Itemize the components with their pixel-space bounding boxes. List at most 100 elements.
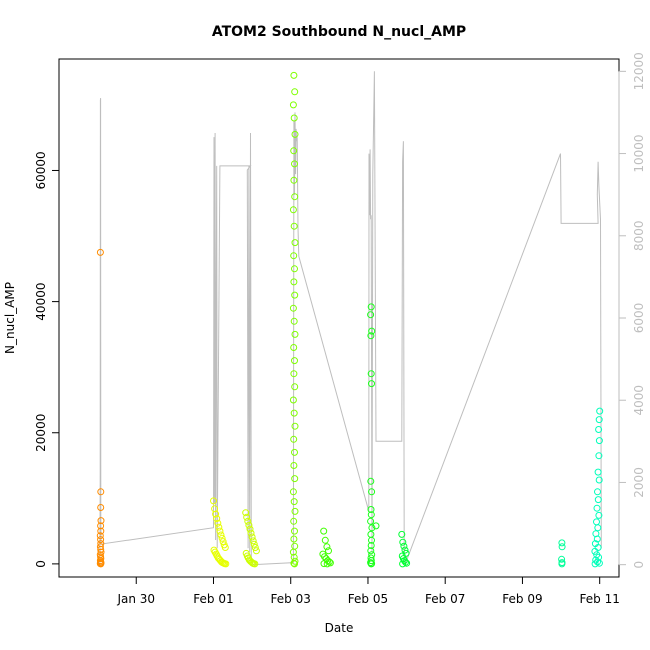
data-point bbox=[290, 559, 298, 567]
y-tick-label: 40000 bbox=[34, 283, 48, 321]
data-point bbox=[290, 71, 298, 79]
data-point bbox=[291, 448, 298, 456]
data-point bbox=[290, 114, 298, 122]
data-point bbox=[593, 504, 601, 512]
data-point bbox=[291, 239, 299, 247]
y-tick-label: 0 bbox=[34, 560, 48, 568]
data-point bbox=[320, 560, 328, 568]
data-point bbox=[595, 426, 603, 433]
data-point bbox=[291, 527, 298, 535]
data-point bbox=[244, 517, 252, 525]
data-point bbox=[291, 422, 299, 430]
data-point bbox=[290, 370, 298, 378]
data-point bbox=[372, 522, 380, 530]
data-point bbox=[399, 538, 407, 546]
data-point bbox=[243, 513, 251, 521]
data-point bbox=[591, 547, 599, 555]
data-point bbox=[291, 383, 299, 391]
y-tick-label: 20000 bbox=[34, 414, 48, 452]
data-point bbox=[251, 560, 259, 568]
secondary-y-tick-label: 12000 bbox=[632, 52, 646, 90]
data-point bbox=[290, 517, 298, 525]
data-point bbox=[291, 193, 299, 201]
data-point bbox=[290, 147, 298, 155]
data-point bbox=[595, 476, 603, 484]
data-point bbox=[367, 547, 375, 555]
data-point bbox=[367, 517, 375, 525]
data-point bbox=[368, 380, 375, 388]
data-point bbox=[401, 546, 409, 554]
data-point bbox=[213, 515, 221, 523]
data-point bbox=[289, 101, 297, 109]
data-point bbox=[290, 535, 298, 543]
data-point bbox=[218, 534, 226, 542]
data-point bbox=[215, 523, 223, 531]
data-point bbox=[242, 509, 250, 517]
data-point bbox=[290, 317, 298, 325]
data-point bbox=[212, 510, 220, 518]
data-point bbox=[291, 330, 299, 338]
data-point bbox=[97, 517, 105, 525]
data-point bbox=[290, 222, 298, 230]
data-point bbox=[323, 560, 331, 568]
data-point bbox=[291, 291, 299, 299]
y-tick-label: 60000 bbox=[34, 151, 48, 189]
data-point bbox=[246, 525, 254, 533]
data-point bbox=[289, 396, 297, 404]
data-point bbox=[247, 529, 255, 537]
x-tick-label: Feb 09 bbox=[502, 592, 542, 606]
data-point bbox=[291, 130, 299, 138]
data-point bbox=[367, 506, 375, 513]
data-point bbox=[219, 538, 227, 546]
data-point bbox=[368, 536, 375, 544]
x-tick-label: Feb 01 bbox=[193, 592, 233, 606]
x-tick-label: Feb 03 bbox=[271, 592, 311, 606]
data-point bbox=[367, 477, 375, 485]
data-point bbox=[97, 560, 105, 568]
data-point bbox=[594, 468, 602, 476]
data-point bbox=[325, 547, 332, 555]
data-point bbox=[217, 531, 225, 539]
x-tick-label: Feb 11 bbox=[580, 592, 620, 606]
data-point bbox=[290, 252, 298, 260]
data-point bbox=[249, 537, 257, 545]
data-point bbox=[368, 488, 376, 496]
data-point bbox=[594, 496, 602, 504]
data-point bbox=[290, 498, 298, 506]
data-point bbox=[222, 560, 230, 568]
data-point bbox=[367, 311, 375, 319]
data-point bbox=[97, 488, 105, 496]
scatter-points-layer bbox=[96, 71, 604, 568]
data-point bbox=[289, 304, 297, 312]
secondary-series-layer bbox=[99, 71, 602, 566]
data-point bbox=[291, 357, 298, 365]
data-point bbox=[368, 524, 376, 532]
data-point bbox=[290, 278, 298, 286]
y-axis-label: N_nucl_AMP bbox=[3, 282, 17, 354]
data-point bbox=[96, 532, 104, 540]
data-point bbox=[290, 344, 298, 351]
data-point bbox=[368, 327, 376, 335]
data-point bbox=[291, 265, 298, 273]
data-point bbox=[591, 560, 599, 568]
data-point bbox=[558, 543, 566, 551]
chart-title: ATOM2 Southbound N_nucl_AMP bbox=[212, 24, 466, 40]
data-point bbox=[216, 527, 224, 535]
x-tick-label: Feb 07 bbox=[425, 592, 465, 606]
x-axis: Jan 30 Feb 01 Feb 03 Feb 05 Feb 07 Feb 09 Feb … bbox=[116, 576, 620, 606]
data-point bbox=[289, 548, 297, 556]
data-point bbox=[252, 547, 260, 555]
data-point bbox=[595, 437, 603, 445]
data-point bbox=[97, 522, 105, 530]
data-point bbox=[291, 507, 299, 515]
data-point bbox=[291, 560, 298, 568]
data-point bbox=[323, 543, 331, 551]
data-point bbox=[398, 530, 406, 538]
data-point bbox=[289, 488, 297, 496]
data-point bbox=[593, 535, 601, 543]
data-point bbox=[367, 542, 375, 549]
data-point bbox=[214, 519, 222, 527]
data-point bbox=[367, 511, 375, 519]
secondary-y-tick-label: 4000 bbox=[632, 385, 646, 416]
